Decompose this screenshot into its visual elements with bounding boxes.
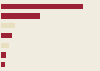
- Bar: [1, 62, 5, 67]
- Bar: [1, 4, 83, 9]
- Bar: [1, 43, 9, 48]
- Bar: [1, 52, 6, 58]
- Bar: [1, 33, 12, 38]
- Bar: [1, 23, 15, 28]
- Bar: [1, 13, 40, 19]
